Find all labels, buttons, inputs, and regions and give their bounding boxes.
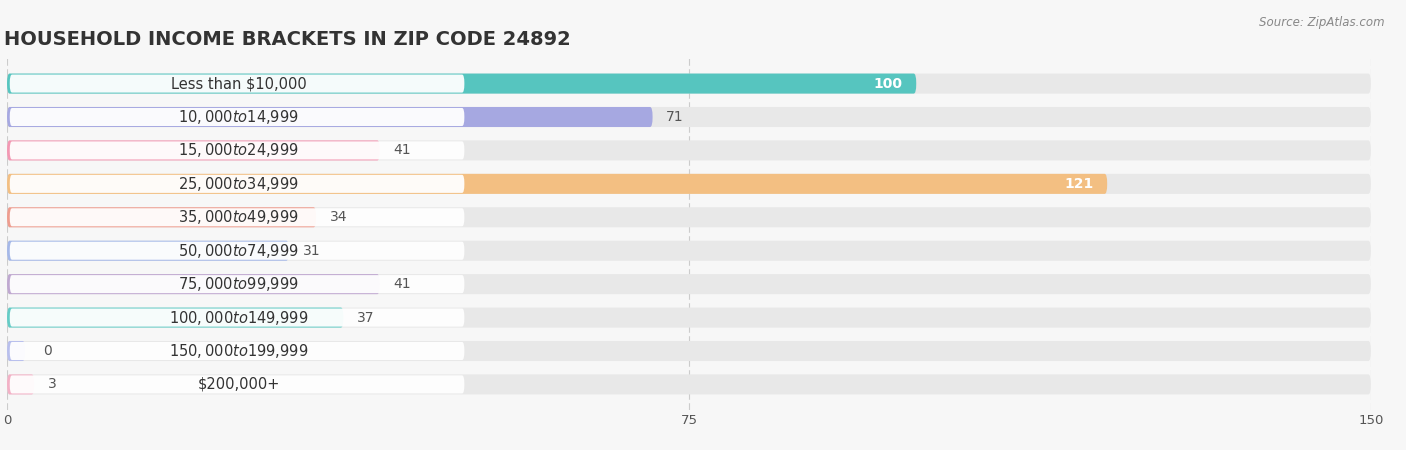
FancyBboxPatch shape <box>7 73 1371 94</box>
Text: $100,000 to $149,999: $100,000 to $149,999 <box>169 309 308 327</box>
FancyBboxPatch shape <box>10 275 464 293</box>
Text: 71: 71 <box>666 110 683 124</box>
Text: $50,000 to $74,999: $50,000 to $74,999 <box>179 242 299 260</box>
Text: $25,000 to $34,999: $25,000 to $34,999 <box>179 175 299 193</box>
FancyBboxPatch shape <box>7 274 1371 294</box>
FancyBboxPatch shape <box>10 309 464 327</box>
FancyBboxPatch shape <box>10 342 464 360</box>
Text: 37: 37 <box>357 310 374 324</box>
FancyBboxPatch shape <box>7 140 380 161</box>
Text: $200,000+: $200,000+ <box>198 377 280 392</box>
Text: $15,000 to $24,999: $15,000 to $24,999 <box>179 141 299 159</box>
FancyBboxPatch shape <box>7 107 652 127</box>
FancyBboxPatch shape <box>7 207 316 227</box>
FancyBboxPatch shape <box>7 174 1107 194</box>
FancyBboxPatch shape <box>7 207 1371 227</box>
Text: $10,000 to $14,999: $10,000 to $14,999 <box>179 108 299 126</box>
Text: Source: ZipAtlas.com: Source: ZipAtlas.com <box>1260 16 1385 29</box>
Text: Less than $10,000: Less than $10,000 <box>172 76 307 91</box>
FancyBboxPatch shape <box>7 274 380 294</box>
FancyBboxPatch shape <box>10 75 464 93</box>
Text: $150,000 to $199,999: $150,000 to $199,999 <box>169 342 308 360</box>
FancyBboxPatch shape <box>10 242 464 260</box>
Text: HOUSEHOLD INCOME BRACKETS IN ZIP CODE 24892: HOUSEHOLD INCOME BRACKETS IN ZIP CODE 24… <box>4 30 571 49</box>
FancyBboxPatch shape <box>7 374 34 395</box>
FancyBboxPatch shape <box>7 307 343 328</box>
FancyBboxPatch shape <box>7 307 1371 328</box>
FancyBboxPatch shape <box>7 374 1371 395</box>
FancyBboxPatch shape <box>7 174 1371 194</box>
Text: 31: 31 <box>302 244 321 258</box>
FancyBboxPatch shape <box>7 241 1371 261</box>
Text: 34: 34 <box>330 210 347 224</box>
FancyBboxPatch shape <box>10 108 464 126</box>
Text: 41: 41 <box>394 277 411 291</box>
FancyBboxPatch shape <box>7 140 1371 161</box>
Text: 121: 121 <box>1064 177 1094 191</box>
FancyBboxPatch shape <box>7 341 25 361</box>
FancyBboxPatch shape <box>10 375 464 393</box>
FancyBboxPatch shape <box>7 73 917 94</box>
FancyBboxPatch shape <box>7 341 1371 361</box>
Text: 3: 3 <box>48 378 56 392</box>
Text: $35,000 to $49,999: $35,000 to $49,999 <box>179 208 299 226</box>
FancyBboxPatch shape <box>10 175 464 193</box>
Text: 100: 100 <box>873 76 903 90</box>
FancyBboxPatch shape <box>7 107 1371 127</box>
Text: $75,000 to $99,999: $75,000 to $99,999 <box>179 275 299 293</box>
Text: 0: 0 <box>44 344 52 358</box>
Text: 41: 41 <box>394 144 411 158</box>
FancyBboxPatch shape <box>10 208 464 226</box>
FancyBboxPatch shape <box>7 241 288 261</box>
FancyBboxPatch shape <box>10 141 464 159</box>
